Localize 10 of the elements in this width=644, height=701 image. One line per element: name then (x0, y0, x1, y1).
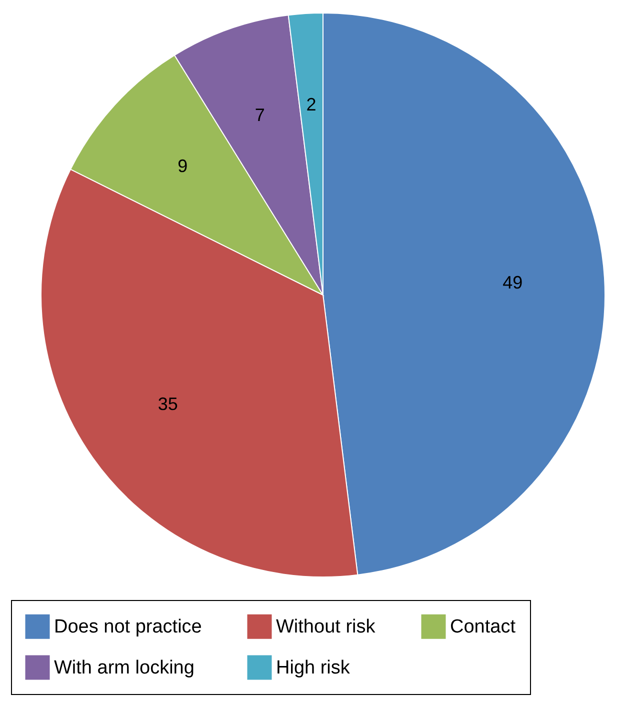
data-label: 9 (178, 156, 188, 176)
data-label: 49 (502, 272, 523, 292)
data-label: 7 (254, 104, 265, 125)
legend-label: With arm locking (54, 658, 194, 678)
legend-label: Without risk (276, 616, 376, 638)
data-label: 35 (158, 394, 178, 414)
data-label: 2 (306, 94, 316, 114)
legend-label: Does not practice (54, 616, 202, 638)
legend-label: Contact (450, 616, 516, 638)
legend-label: High risk (276, 658, 350, 678)
